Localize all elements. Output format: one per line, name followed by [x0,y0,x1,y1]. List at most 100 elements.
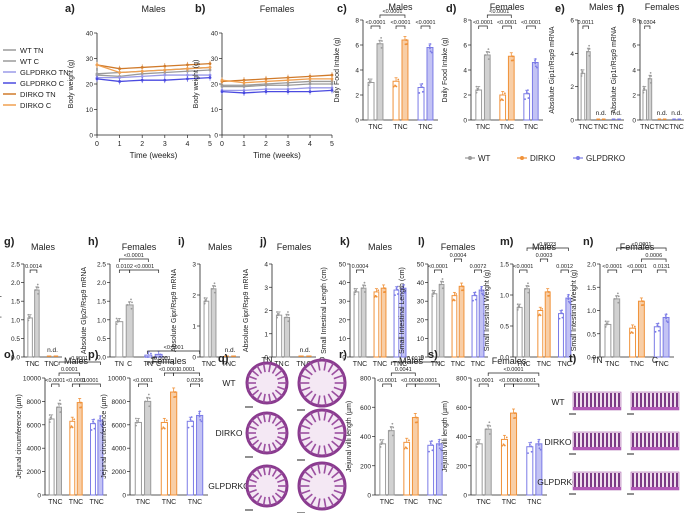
x-tick-label: TNC [669,124,683,131]
data-dot [441,287,444,290]
significance-bracket [560,269,569,273]
chart-s: 0 200 400 600 800 Jejunal villi length (µm) TN… [442,367,547,506]
x-tick-label: TN [296,361,305,368]
data-dot [287,320,290,323]
data-dot [276,311,278,313]
data-dot [128,301,131,304]
data-dot [135,424,137,427]
data-dot [650,75,653,77]
data-dot [503,444,506,447]
villus [268,496,272,506]
p-value-label: <0.0001 [365,20,385,26]
data-dot [524,98,526,101]
bar-wt-c [144,400,152,496]
data-dot [538,447,541,450]
significance-bracket [474,269,482,273]
bar-glpdrko-c [535,443,543,496]
panel-label: d) [446,3,457,15]
villus [251,369,260,377]
x-tick-label: TNC [353,361,367,368]
data-dot [537,444,540,446]
villus [251,439,260,447]
data-dot [36,283,39,286]
villus [317,445,321,456]
villus [277,436,287,441]
legend-marker [520,156,524,160]
chart-title: Females [152,356,187,366]
villus [277,386,287,391]
x-tick-label: TNC [500,124,514,131]
y-tick-label: 4 [632,68,636,75]
data-dot [406,447,408,450]
data-dot [665,313,668,316]
x-tick-label: TNC [654,361,668,368]
y-tick-label: 6 [463,43,467,50]
villus [256,365,263,374]
x-tick-label: TNC [630,361,644,368]
data-dot [148,405,151,408]
significance-bracket [370,25,381,29]
data-dot [431,289,434,292]
y-tick-label: 2 [192,293,196,300]
data-dot [665,317,667,320]
villus [317,395,321,406]
villus [277,478,287,483]
data-dot [524,287,527,290]
y-tick-label: 10 [86,107,94,114]
y-tick-label: 0 [632,118,636,125]
villus [317,498,321,509]
villus [327,412,335,423]
bar-dirko-c [170,391,178,496]
y-tick-label: 3 [264,285,268,292]
p-value-label: 0.0001 [82,378,99,384]
data-dot [535,66,538,69]
legend-entry: GLPDRKO [586,154,625,163]
bar-wt-tn [115,321,124,358]
significance-bracket [454,258,462,262]
chart-o: 0 2000 4000 6000 8000 10000 Jejunal circumfere… [16,356,107,506]
y-tick-label: 1.0 [587,308,596,315]
y-tick-label: 0 [89,133,93,140]
y-tick-label: 2.0 [11,280,20,287]
y-tick-label: 1.5 [500,262,509,269]
data-dot [126,304,129,306]
bar-wt-c [483,54,491,121]
data-dot [439,448,442,451]
chart-c: 0 2 4 6 8 Daily Food Intake (g) TNC TNC TNC <0.00… [334,9,438,131]
significance-bracket [478,25,488,29]
data-dot [407,439,410,442]
villus [247,375,257,380]
data-dot [28,315,30,318]
data-dot [354,289,357,292]
y-tick-label: 2.0 [587,262,596,269]
y-tick-label: 30 [211,56,219,63]
data-dot [396,285,399,288]
data-dot [420,84,423,87]
x-tick-label: 0 [220,141,224,148]
data-dot [489,425,492,427]
data-dot [588,44,591,47]
y-tick-label: 6 [632,43,636,50]
villus [317,463,321,474]
data-dot [59,403,62,405]
data-dot [432,291,435,294]
villus [251,389,260,397]
x-tick-label: TNC [655,124,669,131]
villus [274,472,283,480]
data-dot [99,420,102,423]
data-dot [392,426,395,429]
p-value-label: 0.0006 [645,253,662,259]
y-tick-label: 0.5 [11,336,20,343]
significance-bracket [29,269,38,273]
data-dot [558,317,561,320]
data-dot [117,320,119,323]
data-dot [380,442,383,445]
bar-wt-tn [48,418,55,496]
data-dot [369,81,371,84]
significance-bracket [118,269,131,273]
data-dot [513,412,516,415]
significance-bracket [487,372,540,376]
data-dot [49,418,52,420]
data-point [186,63,189,67]
data-dot [173,391,176,394]
